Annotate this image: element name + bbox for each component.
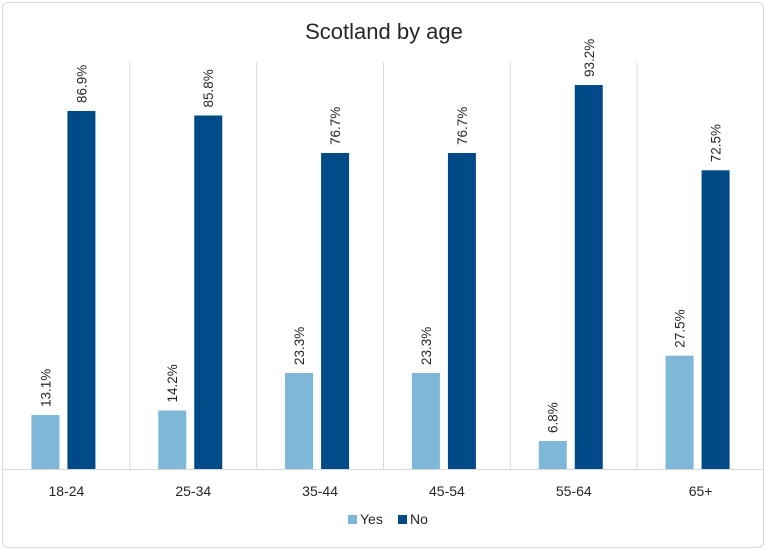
bar-no-35-44 [321, 152, 350, 469]
bar-no-45-54 [447, 152, 476, 469]
bar-no-18-24 [67, 110, 96, 469]
bar-no-65+ [701, 170, 730, 470]
data-label-yes-35-44: 23.3% [292, 327, 307, 365]
data-label-no-25-34: 85.8% [201, 69, 216, 107]
data-label-no-35-44: 76.7% [328, 107, 343, 145]
bar-yes-45-54 [411, 373, 440, 469]
data-label-yes-18-24: 13.1% [38, 369, 53, 407]
x-tick-label: 18-24 [49, 483, 85, 499]
bar-no-25-34 [194, 115, 223, 470]
bar-yes-25-34 [158, 410, 187, 469]
legend: Yes No [348, 511, 428, 527]
x-tick-label: 25-34 [175, 483, 211, 499]
x-tick-label: 35-44 [302, 483, 338, 499]
category-separators [129, 62, 638, 469]
data-label-no-55-64: 93.2% [582, 39, 597, 77]
bar-no-55-64 [574, 85, 603, 469]
x-tick-label: 65+ [689, 483, 713, 499]
x-tick-label: 45-54 [429, 483, 465, 499]
data-label-yes-55-64: 6.8% [546, 402, 561, 433]
x-tick-label: 55-64 [556, 483, 592, 499]
bar-yes-35-44 [285, 373, 314, 469]
x-axis-tick-labels: 18-24 25-34 35-44 45-54 55-64 65+ [49, 483, 713, 499]
data-labels: 13.1% 86.9% 14.2% 85.8% 23.3% 76.7% 23.3% 76.7%… [38, 39, 723, 433]
chart-title: Scotland by age [305, 19, 463, 44]
legend-label-no: No [410, 511, 428, 527]
bar-yes-65+ [665, 355, 694, 469]
data-label-yes-45-54: 23.3% [419, 327, 434, 365]
legend-swatch-yes [348, 515, 357, 524]
data-label-no-45-54: 76.7% [455, 107, 470, 145]
data-label-yes-25-34: 14.2% [165, 364, 180, 402]
bar-yes-18-24 [31, 415, 60, 469]
data-label-yes-65+: 27.5% [673, 309, 688, 347]
data-label-no-18-24: 86.9% [74, 65, 89, 103]
legend-swatch-no [398, 515, 407, 524]
legend-label-yes: Yes [360, 511, 383, 527]
data-label-no-65+: 72.5% [709, 124, 724, 162]
bars [31, 85, 730, 470]
bar-yes-55-64 [538, 440, 567, 469]
